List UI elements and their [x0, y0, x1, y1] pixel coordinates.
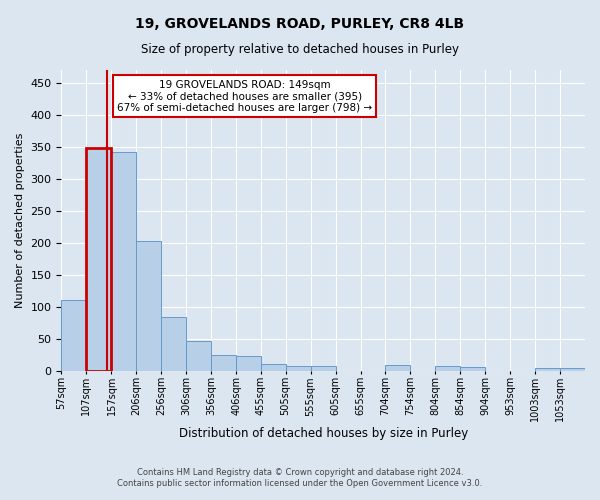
Bar [260, 364, 286, 370]
Text: 19 GROVELANDS ROAD: 149sqm
← 33% of detached houses are smaller (395)
67% of sem: 19 GROVELANDS ROAD: 149sqm ← 33% of deta… [117, 80, 372, 113]
Bar [136, 242, 161, 370]
Y-axis label: Number of detached properties: Number of detached properties [15, 132, 25, 308]
Bar [86, 148, 112, 370]
Bar [286, 366, 311, 370]
Bar [385, 366, 410, 370]
Bar [211, 354, 236, 370]
Bar [186, 341, 211, 370]
Bar [311, 366, 336, 370]
Text: Size of property relative to detached houses in Purley: Size of property relative to detached ho… [141, 42, 459, 56]
Bar [560, 368, 585, 370]
Bar [436, 366, 460, 370]
Bar [61, 300, 86, 370]
Bar [86, 148, 112, 370]
Text: Contains HM Land Registry data © Crown copyright and database right 2024.
Contai: Contains HM Land Registry data © Crown c… [118, 468, 482, 487]
Bar [460, 368, 485, 370]
Bar [161, 317, 186, 370]
Bar [535, 368, 560, 370]
X-axis label: Distribution of detached houses by size in Purley: Distribution of detached houses by size … [179, 427, 468, 440]
Bar [112, 152, 136, 370]
Text: 19, GROVELANDS ROAD, PURLEY, CR8 4LB: 19, GROVELANDS ROAD, PURLEY, CR8 4LB [136, 18, 464, 32]
Bar [236, 356, 260, 370]
